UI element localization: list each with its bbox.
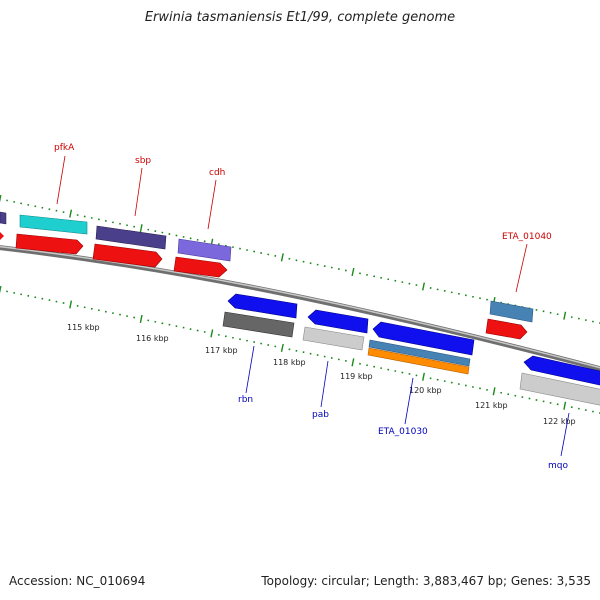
gene-feature-partial[interactable]	[0, 211, 7, 225]
tick-lower-major	[422, 372, 425, 381]
tick-lower-major	[492, 387, 496, 396]
tick-upper-major	[0, 194, 2, 203]
tick-upper-major	[351, 267, 355, 277]
leader-eta-01040	[515, 243, 528, 293]
tick-lower-major	[351, 358, 355, 367]
gene-label-sbp[interactable]: sbp	[135, 156, 151, 166]
cds-feature-pfka[interactable]	[15, 233, 84, 255]
gene-feature-sbp[interactable]	[95, 225, 167, 250]
tick-lower-major	[69, 300, 73, 309]
accession-text: Accession: NC_010694	[9, 574, 146, 588]
tick-upper-major	[563, 311, 567, 320]
tick-labels: 115 kbp 116 kbp 117 kbp 118 kbp 119 kbp …	[67, 323, 576, 426]
cds-feature-cdh[interactable]	[173, 256, 228, 278]
leader-cdh	[207, 179, 217, 230]
tick-label: 119 kbp	[340, 372, 373, 381]
gene-feature-eta-01040[interactable]	[489, 300, 534, 323]
tick-label: 115 kbp	[67, 323, 100, 332]
gene-feature-eta-01030[interactable]	[368, 339, 471, 367]
tick-upper-major	[69, 209, 73, 218]
cds-feature-sbp[interactable]	[92, 243, 163, 268]
leader-pab	[320, 360, 329, 408]
cds-feature-partial[interactable]	[0, 232, 4, 240]
tick-upper-major	[422, 282, 425, 291]
gene-feature-rbn[interactable]	[222, 311, 295, 338]
tick-label: 120 kbp	[409, 386, 442, 395]
gene-feature-cdh[interactable]	[177, 238, 232, 262]
reverse-strand-features	[222, 293, 600, 406]
gene-feature-pab[interactable]	[302, 326, 365, 351]
leader-rbn	[245, 345, 255, 394]
genome-backbone	[0, 245, 600, 372]
tick-lower-major	[563, 401, 567, 410]
tick-row-upper	[0, 194, 600, 324]
genome-summary-text: Topology: circular; Length: 3,883,467 bp…	[261, 574, 591, 588]
gene-feature-mqo[interactable]	[519, 372, 600, 406]
gene-label-eta-01030[interactable]: ETA_01030	[378, 427, 428, 437]
label-leaders	[56, 155, 570, 457]
tick-lower-major	[139, 314, 143, 324]
tick-label: 116 kbp	[136, 334, 169, 343]
cds-feature-eta-01040[interactable]	[485, 318, 528, 340]
tick-label: 121 kbp	[475, 401, 508, 410]
map-title: Erwinia tasmaniensis Et1/99, complete ge…	[144, 10, 456, 25]
cds-feature-mqo[interactable]	[523, 355, 600, 386]
cds-feature-pab[interactable]	[307, 309, 369, 334]
tick-upper-major	[280, 253, 284, 262]
tick-lower-major	[210, 329, 214, 338]
cds-feature-eta-01030[interactable]	[372, 321, 475, 356]
gene-feature-pfka[interactable]	[19, 214, 88, 235]
leader-pfka	[56, 155, 66, 205]
tick-lower-major	[0, 285, 2, 294]
genome-backbone-highlight	[0, 245, 600, 369]
cds-feature-rbn[interactable]	[227, 293, 298, 319]
leader-eta-01030	[404, 377, 414, 425]
gene-feature-eta-01030-b[interactable]	[367, 347, 470, 375]
tick-label: 117 kbp	[205, 346, 238, 355]
tick-label: 118 kbp	[273, 358, 306, 367]
tick-row-lower	[0, 285, 600, 414]
forward-strand-features	[0, 211, 534, 340]
gene-label-pfka[interactable]: pfkA	[54, 143, 75, 153]
gene-label-cdh[interactable]: cdh	[209, 168, 225, 178]
gene-labels: pfkA sbp cdh ETA_01040 rbn pab ETA_01030…	[54, 143, 568, 471]
gene-label-rbn[interactable]: rbn	[238, 395, 253, 405]
leader-sbp	[134, 167, 143, 217]
gene-label-mqo[interactable]: mqo	[548, 461, 568, 471]
tick-upper-major	[139, 224, 143, 233]
tick-label: 122 kbp	[543, 417, 576, 426]
tick-lower-major	[280, 343, 284, 352]
leader-mqo	[560, 412, 570, 457]
gene-label-eta-01040[interactable]: ETA_01040	[502, 232, 552, 242]
gene-label-pab[interactable]: pab	[312, 410, 329, 420]
